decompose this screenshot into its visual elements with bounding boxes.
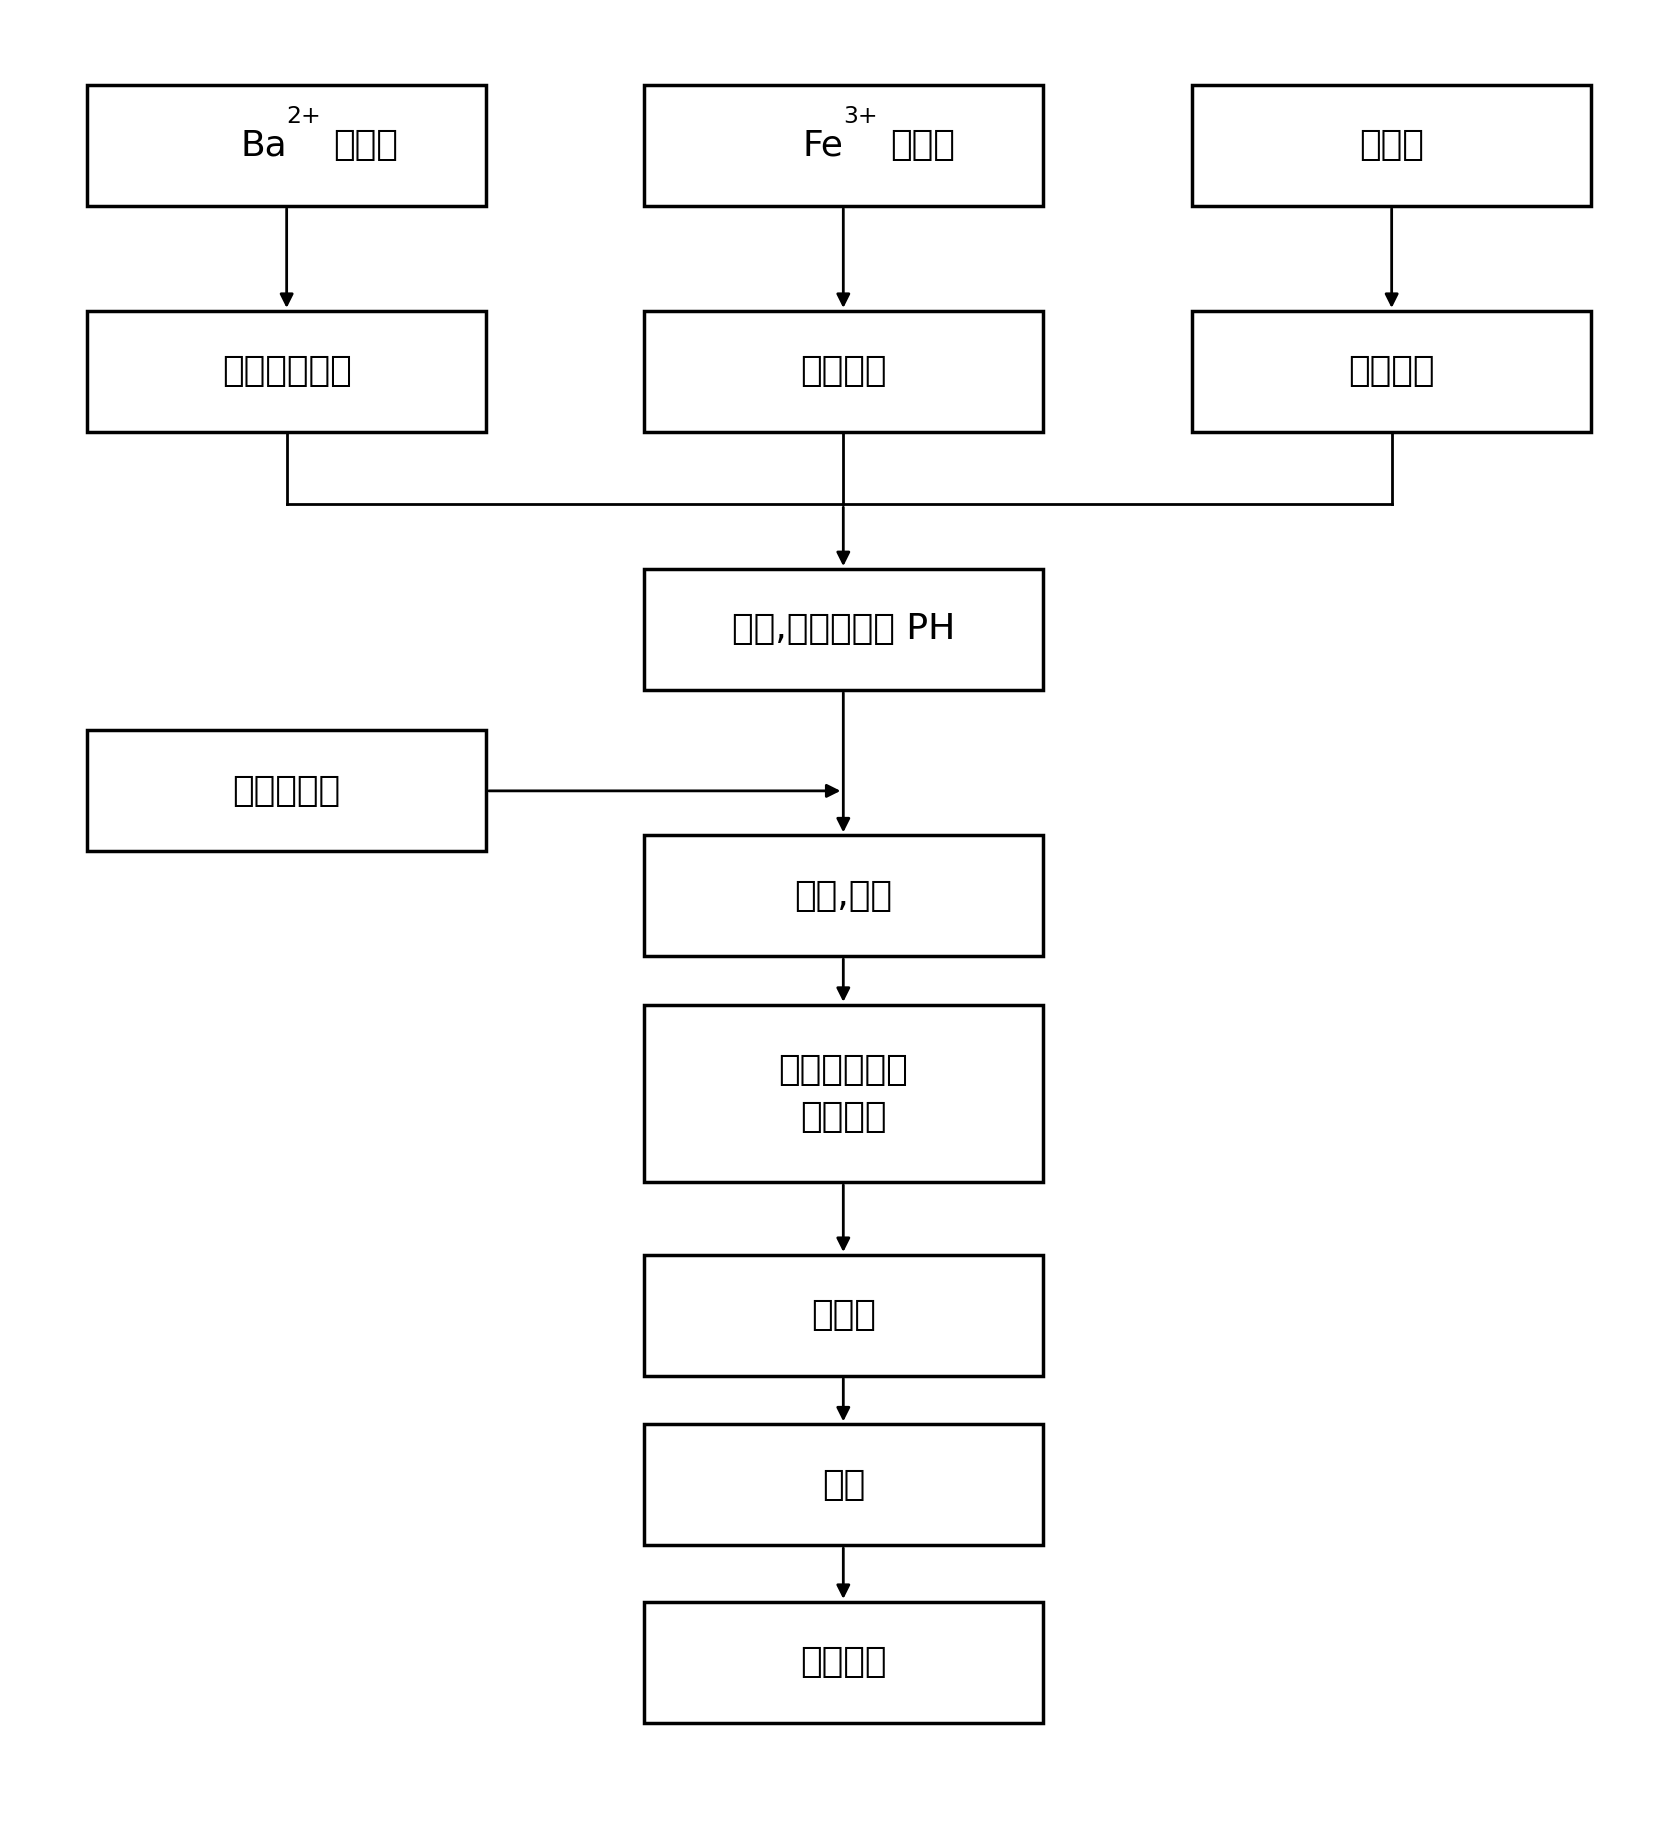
Text: 热处理: 热处理 (812, 1299, 875, 1332)
Bar (87, 730, 486, 852)
Text: 水洗: 水洗 (822, 1467, 865, 1502)
Bar (87, 85, 486, 205)
Bar (1192, 85, 1592, 205)
Bar (645, 1602, 1042, 1722)
Bar (645, 835, 1042, 955)
Bar (645, 569, 1042, 689)
Bar (645, 310, 1042, 432)
Text: Ba: Ba (240, 128, 287, 163)
Text: Fe: Fe (802, 128, 843, 163)
Bar (87, 310, 486, 432)
Text: 柠檬酸: 柠檬酸 (1359, 128, 1425, 163)
Text: 氯化物溶液: 氯化物溶液 (232, 774, 341, 808)
Text: 溶于去离子水: 溶于去离子水 (222, 355, 351, 388)
Text: 去离子水: 去离子水 (800, 355, 887, 388)
Text: 去离子水: 去离子水 (1348, 355, 1435, 388)
Text: 混合,用氨水调节 PH: 混合,用氨水调节 PH (731, 612, 955, 647)
Bar (645, 1425, 1042, 1545)
Text: 3+: 3+ (843, 105, 878, 128)
Text: 2+: 2+ (287, 105, 321, 128)
Bar (1192, 310, 1592, 432)
Bar (645, 85, 1042, 205)
Text: 无机盐: 无机盐 (890, 128, 955, 163)
Text: 微波诱导低温
燃烧合成: 微波诱导低温 燃烧合成 (778, 1053, 908, 1135)
Text: 无机盐: 无机盐 (334, 128, 397, 163)
Bar (645, 1255, 1042, 1377)
Text: 搅拌,混匀: 搅拌,混匀 (795, 880, 892, 913)
Text: 纳米产物: 纳米产物 (800, 1645, 887, 1680)
Bar (645, 1005, 1042, 1183)
